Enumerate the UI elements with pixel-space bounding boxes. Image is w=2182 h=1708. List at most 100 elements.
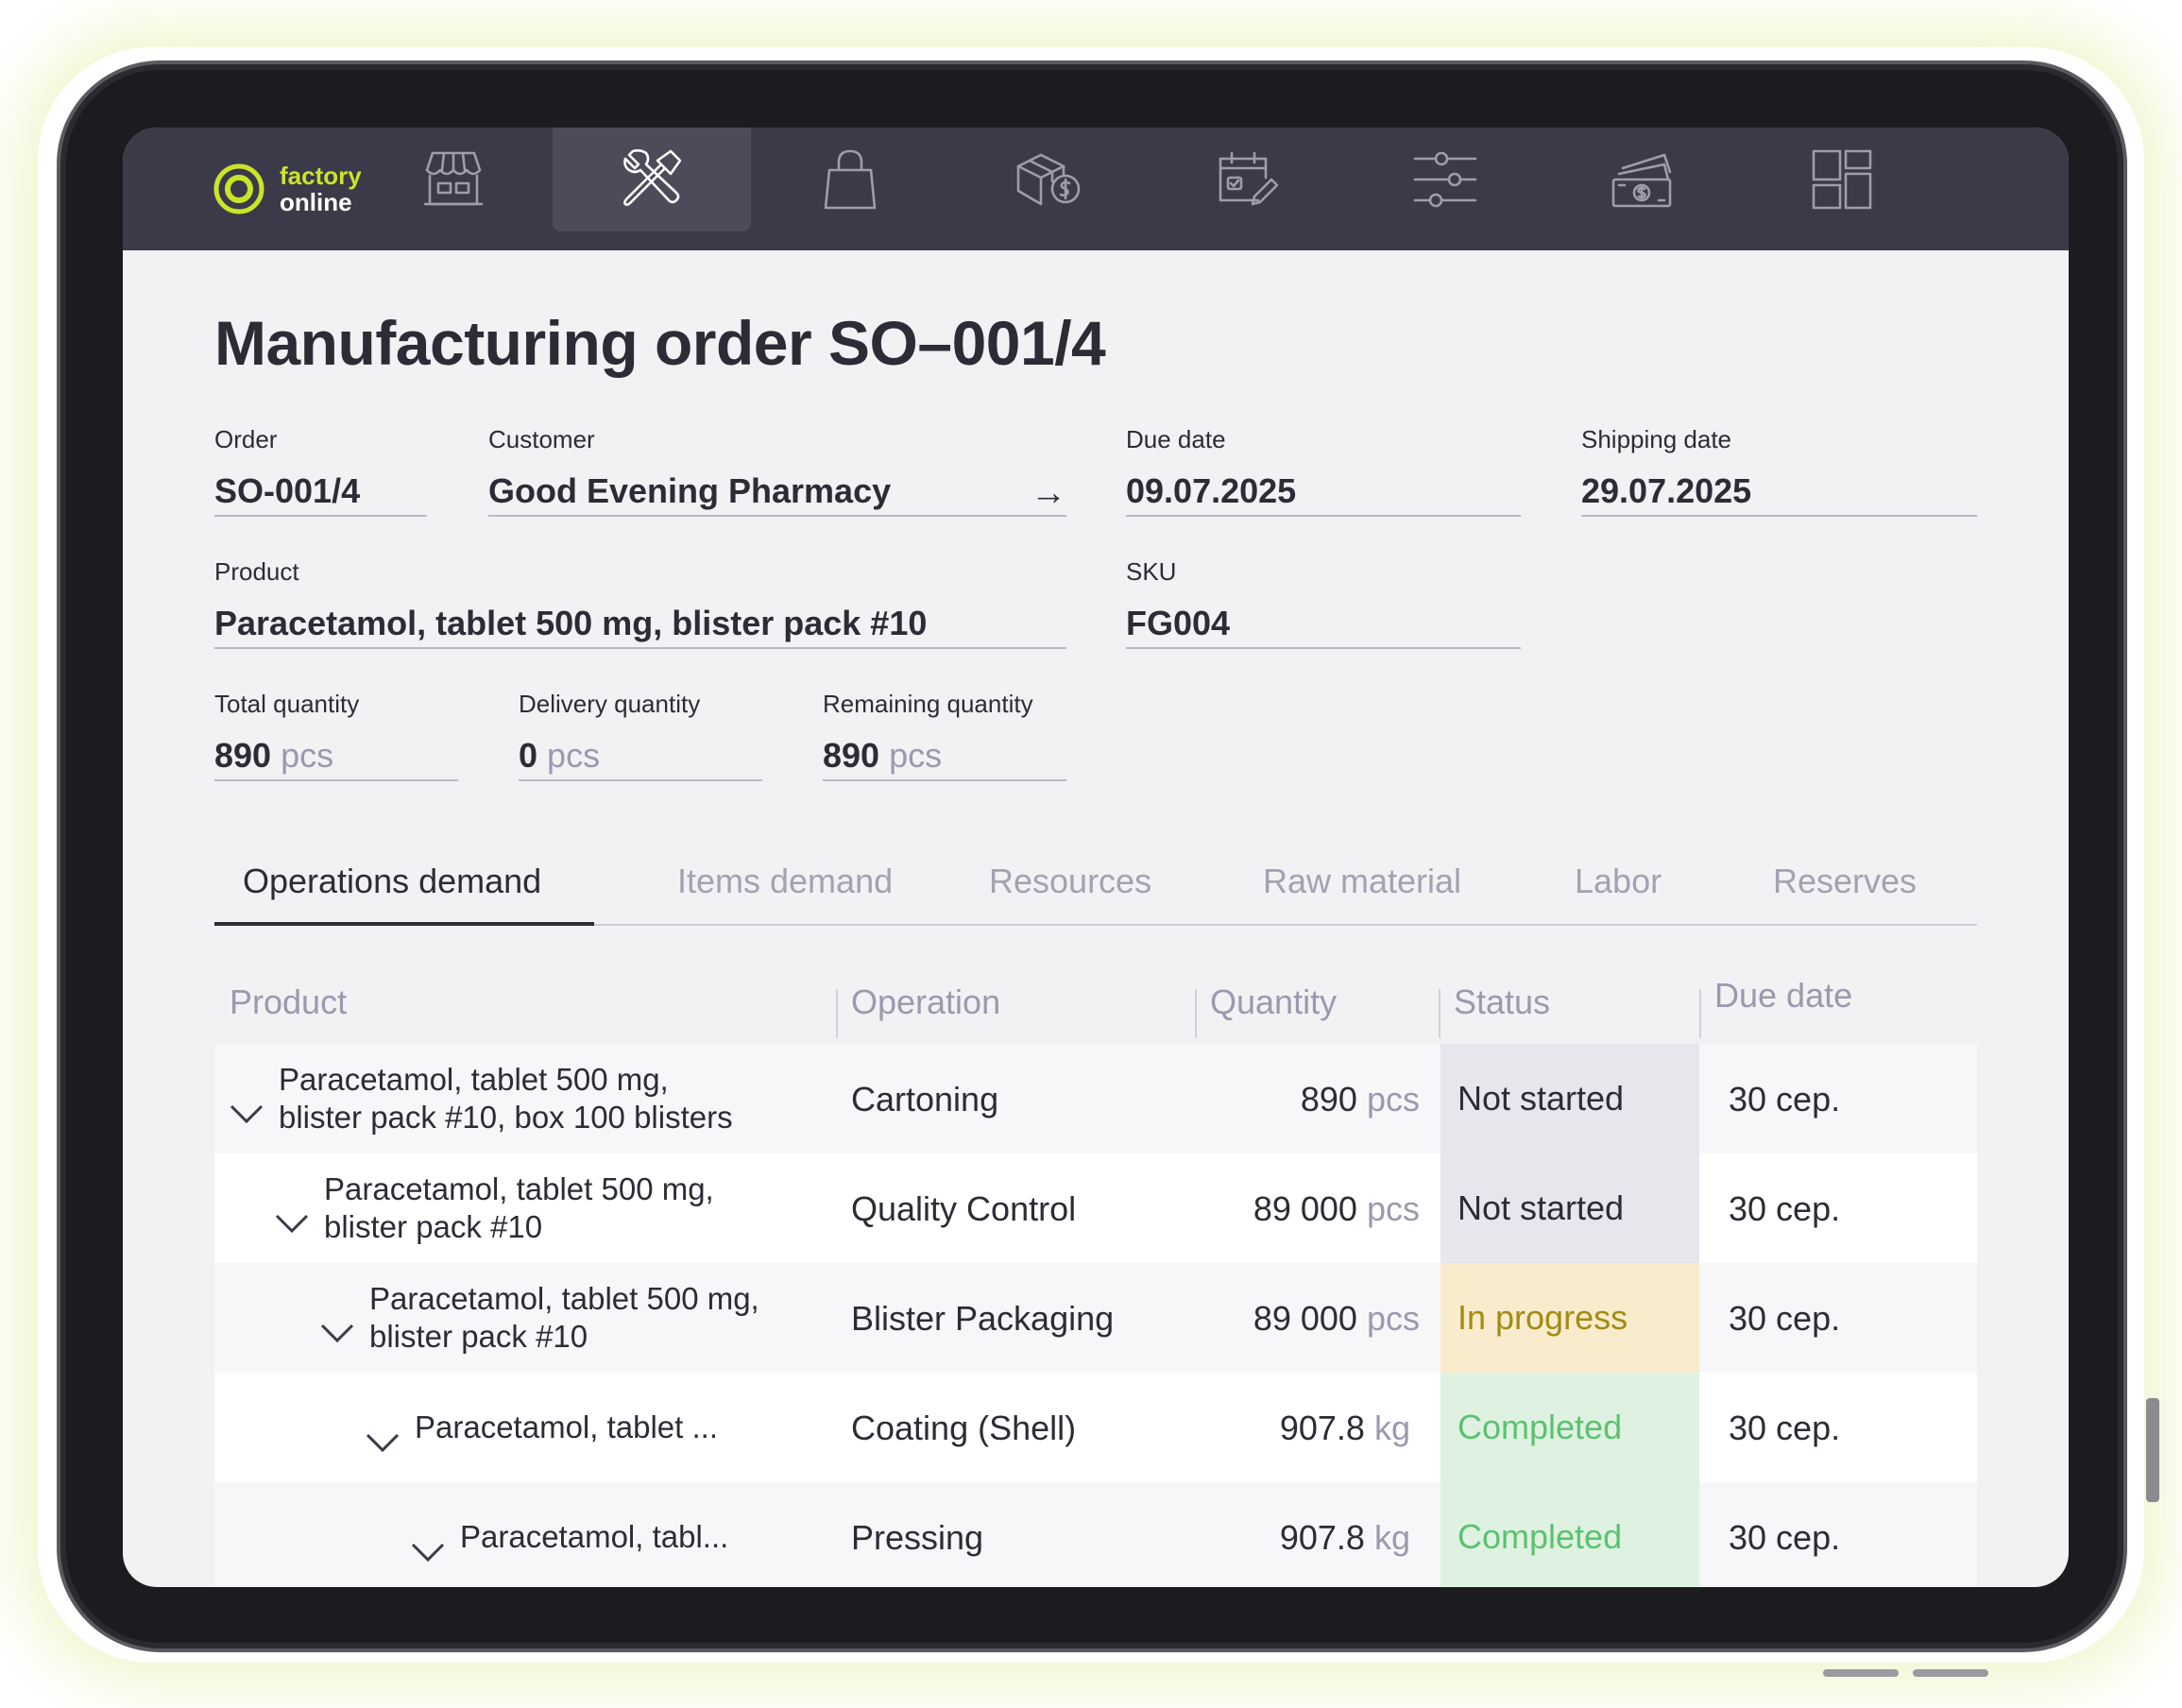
table-row[interactable]: Paracetamol, tablet 500 mg, blister pack…	[214, 1044, 1977, 1153]
nav-finance[interactable]	[1544, 128, 1743, 231]
package-dollar-icon	[1016, 153, 1081, 206]
customer-name: Good Evening Pharmacy	[488, 471, 892, 510]
header-status[interactable]: Status	[1454, 982, 1551, 1021]
top-nav: factory online	[123, 128, 2069, 250]
tab-items-demand[interactable]: Items demand	[677, 862, 894, 900]
table-row[interactable]: Paracetamol, tabl... Pressing 907.8 kg C…	[214, 1482, 1977, 1587]
sku-label: SKU	[1126, 557, 1177, 586]
remaining-quantity-number: 890	[823, 736, 880, 775]
logo-line-2: online	[280, 188, 352, 216]
tools-icon	[623, 149, 682, 206]
product-label: Product	[214, 557, 299, 586]
quantity-unit: pcs	[1366, 1299, 1420, 1338]
product-line-2: blister pack #10, box 100 blisters	[279, 1100, 733, 1135]
order-label: Order	[214, 425, 278, 453]
tab-reserves[interactable]: Reserves	[1773, 862, 1918, 900]
chevron-down-icon[interactable]	[364, 1431, 401, 1454]
product-field: Product Paracetamol, tablet 500 mg, blis…	[214, 557, 1066, 649]
row-product: Paracetamol, tablet 500 mg, blister pack…	[369, 1280, 759, 1356]
product-line-1: Paracetamol, tabl...	[460, 1519, 729, 1554]
remaining-quantity-value[interactable]: 890 pcs	[823, 736, 1066, 781]
row-product: Paracetamol, tablet 500 mg, blister pack…	[279, 1061, 733, 1136]
nav-dashboard[interactable]	[1743, 128, 1941, 231]
status-badge: Not started	[1440, 1044, 1699, 1153]
total-quantity-field: Total quantity 890 pcs	[214, 690, 458, 781]
header-quantity[interactable]: Quantity	[1210, 982, 1338, 1021]
product-value[interactable]: Paracetamol, tablet 500 mg, blister pack…	[214, 604, 1066, 649]
nav-production[interactable]	[553, 128, 751, 231]
shipping-date-value[interactable]: 29.07.2025	[1581, 471, 1977, 517]
nav-store[interactable]	[354, 128, 553, 231]
column-divider[interactable]	[836, 989, 838, 1038]
tab-resources[interactable]: Resources	[989, 862, 1152, 900]
nav-settings[interactable]	[1346, 128, 1544, 231]
quantity-number: 890	[1300, 1080, 1357, 1119]
nav-inventory[interactable]	[949, 128, 1148, 231]
delivery-quantity-label: Delivery quantity	[519, 690, 701, 718]
product-line-1: Paracetamol, tablet 500 mg,	[279, 1062, 669, 1097]
shipping-date-field: Shipping date 29.07.2025	[1581, 425, 1977, 517]
arrow-right-icon[interactable]: →	[1031, 473, 1066, 513]
table-row[interactable]: Paracetamol, tablet 500 mg, blister pack…	[214, 1263, 1977, 1373]
row-due-date: 30 сер.	[1729, 1299, 1841, 1338]
bottom-button	[1823, 1669, 1899, 1677]
quantity-number: 89 000	[1253, 1299, 1357, 1338]
delivery-quantity-field: Delivery quantity 0 pcs	[519, 690, 762, 781]
calendar-edit-icon	[1219, 151, 1279, 206]
row-product: Paracetamol, tablet ...	[415, 1409, 718, 1446]
total-quantity-label: Total quantity	[214, 690, 360, 718]
chevron-down-icon[interactable]	[273, 1212, 311, 1235]
row-operation: Cartoning	[851, 1080, 999, 1119]
row-operation: Quality Control	[851, 1189, 1077, 1228]
order-field: Order SO-001/4	[214, 425, 427, 517]
remaining-quantity-field: Remaining quantity 890 pcs	[823, 690, 1066, 781]
row-operation: Coating (Shell)	[851, 1409, 1077, 1447]
tab-labor[interactable]: Labor	[1575, 862, 1662, 900]
logo[interactable]: factory online	[213, 162, 362, 215]
status-badge: In progress	[1440, 1263, 1699, 1373]
column-divider[interactable]	[1439, 989, 1440, 1038]
sku-field: SKU FG004	[1126, 557, 1521, 649]
sliders-icon	[1413, 151, 1477, 208]
row-due-date: 30 сер.	[1729, 1080, 1841, 1119]
tab-bar: Operations demand Items demand Resources…	[214, 855, 1977, 926]
table-row[interactable]: Paracetamol, tablet ... Coating (Shell) …	[214, 1373, 1977, 1482]
table-row[interactable]: Paracetamol, tablet 500 mg, blister pack…	[214, 1153, 1977, 1263]
due-date-label: Due date	[1126, 425, 1226, 453]
product-line-1: Paracetamol, tablet 500 mg,	[369, 1281, 759, 1316]
chevron-down-icon[interactable]	[318, 1322, 356, 1344]
tab-operations-demand[interactable]: Operations demand	[214, 855, 594, 926]
status-badge: Completed	[1440, 1373, 1699, 1482]
row-quantity: 89 000 pcs	[1184, 1189, 1420, 1229]
quantity-number: 907.8	[1279, 1518, 1365, 1557]
delivery-quantity-value[interactable]: 0 pcs	[519, 736, 762, 781]
nav-sales[interactable]	[751, 128, 949, 231]
logo-line-1: factory	[280, 162, 362, 190]
logo-ring-icon	[213, 163, 264, 214]
row-operation: Blister Packaging	[851, 1299, 1115, 1338]
customer-field: Customer Good Evening Pharmacy →	[488, 425, 1066, 517]
nav-planning[interactable]	[1148, 128, 1346, 231]
header-due-date[interactable]: Due date	[1714, 976, 1853, 1015]
page-title: Manufacturing order SO–001/4	[214, 308, 1106, 378]
bottom-button	[1913, 1669, 1988, 1677]
total-quantity-number: 890	[214, 736, 272, 775]
customer-value[interactable]: Good Evening Pharmacy →	[488, 471, 1066, 517]
column-divider[interactable]	[1699, 989, 1701, 1038]
shipping-date-label: Shipping date	[1581, 425, 1732, 453]
shopping-bag-icon	[824, 149, 877, 210]
product-line-2: blister pack #10	[369, 1319, 588, 1354]
total-quantity-value[interactable]: 890 pcs	[214, 736, 458, 781]
due-date-value[interactable]: 09.07.2025	[1126, 471, 1521, 517]
header-product[interactable]: Product	[230, 982, 348, 1021]
tab-raw-material[interactable]: Raw material	[1263, 862, 1462, 900]
sku-value[interactable]: FG004	[1126, 604, 1521, 649]
order-value[interactable]: SO-001/4	[214, 471, 427, 517]
customer-label: Customer	[488, 425, 595, 453]
header-operation[interactable]: Operation	[851, 982, 1001, 1021]
chevron-down-icon[interactable]	[409, 1541, 447, 1563]
delivery-quantity-unit: pcs	[547, 736, 601, 775]
quantity-unit: pcs	[1366, 1080, 1420, 1119]
chevron-down-icon[interactable]	[228, 1102, 265, 1125]
column-divider[interactable]	[1195, 989, 1197, 1038]
